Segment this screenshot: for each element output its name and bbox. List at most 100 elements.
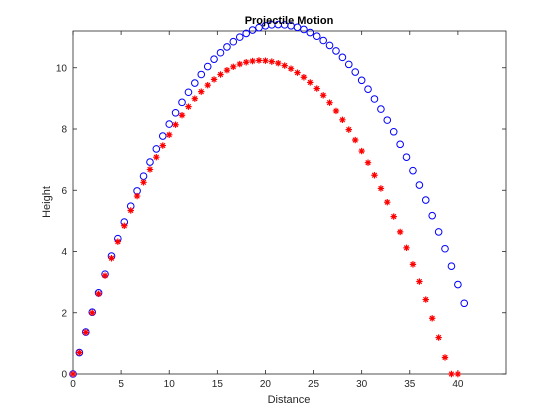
circle-point [178, 98, 186, 107]
star-point [76, 349, 83, 356]
circle-point [229, 37, 238, 46]
circle-point [428, 211, 436, 220]
star-point [396, 228, 404, 236]
circle-point [203, 62, 212, 71]
circle-point [409, 166, 417, 175]
y-tick-label: 10 [56, 63, 68, 74]
star-point [448, 370, 455, 378]
star-point [185, 103, 192, 110]
star-point [89, 309, 96, 316]
star-point [441, 354, 449, 361]
star-point [249, 57, 256, 65]
star-point [300, 74, 308, 81]
star-point [364, 159, 372, 166]
y-tick-label: 4 [61, 247, 67, 258]
circle-point [325, 41, 334, 50]
star-point [159, 142, 166, 149]
circle-point [223, 43, 231, 51]
star-point [133, 192, 141, 200]
star-point [319, 92, 327, 99]
x-tick-label: 40 [452, 379, 464, 390]
circle-point [421, 196, 430, 204]
circle-series [69, 20, 469, 378]
star-point [108, 255, 115, 262]
circle-point [235, 33, 244, 41]
circle-point [69, 370, 77, 378]
circle-point [312, 32, 321, 41]
star-point [358, 147, 365, 155]
star-series [69, 57, 462, 378]
star-point [428, 315, 436, 322]
x-axis-ticks: 0 5 10 15 20 25 30 35 40 [70, 31, 464, 390]
circle-point [383, 116, 392, 124]
circle-point [248, 26, 257, 34]
x-axis-label: Distance [268, 394, 311, 406]
star-point [121, 222, 128, 229]
star-point [307, 79, 314, 86]
star-point [140, 179, 147, 186]
chart-title: Projectile Motion [245, 15, 334, 27]
circle-point [184, 88, 193, 97]
star-point [294, 69, 301, 76]
star-point [223, 67, 231, 74]
circle-point [171, 108, 180, 117]
star-point [146, 166, 154, 173]
circle-point [370, 95, 379, 103]
circle-point [460, 299, 469, 308]
x-tick-label: 20 [260, 379, 272, 390]
circle-point [338, 53, 347, 62]
star-point [339, 116, 346, 124]
circle-point [158, 132, 167, 140]
x-tick-label: 30 [356, 379, 368, 390]
star-point [287, 65, 295, 72]
circle-point [434, 228, 443, 236]
x-tick-label: 15 [212, 379, 224, 390]
x-tick-label: 35 [404, 379, 416, 390]
circle-point [396, 140, 404, 149]
star-point [371, 172, 378, 179]
star-point [377, 185, 385, 192]
star-point [275, 59, 282, 67]
star-point [236, 60, 243, 68]
y-tick-label: 8 [61, 125, 67, 136]
circle-point [197, 70, 206, 79]
circle-point [146, 158, 154, 166]
star-point [255, 57, 263, 64]
circle-point [165, 120, 174, 128]
star-point [262, 57, 269, 64]
data-series [69, 20, 469, 378]
star-point [390, 213, 397, 220]
circle-point [357, 76, 366, 85]
star-point [153, 153, 160, 161]
star-point [416, 278, 423, 285]
star-point [403, 244, 410, 252]
star-point [101, 272, 109, 279]
circle-point [300, 25, 308, 34]
circle-point [242, 29, 250, 38]
circle-point [447, 262, 456, 271]
circle-point [306, 28, 315, 37]
circle-point [293, 23, 302, 32]
circle-point [377, 105, 385, 113]
star-point [326, 99, 333, 106]
circle-point [319, 36, 327, 45]
circle-point [351, 68, 360, 76]
circle-point [389, 127, 398, 136]
star-point [69, 370, 77, 378]
star-point [243, 59, 250, 66]
circle-point [454, 280, 462, 289]
star-point [268, 58, 275, 65]
star-point [114, 238, 122, 245]
x-tick-label: 25 [308, 379, 320, 390]
star-point [178, 112, 186, 119]
circle-point [152, 145, 161, 153]
star-point [422, 296, 429, 303]
star-point [384, 198, 391, 206]
star-point [332, 107, 340, 115]
circle-point [75, 348, 84, 357]
star-point [217, 71, 224, 78]
star-point [172, 121, 179, 128]
circle-point [344, 60, 353, 69]
x-tick-label: 0 [70, 379, 76, 390]
circle-point [216, 48, 225, 57]
